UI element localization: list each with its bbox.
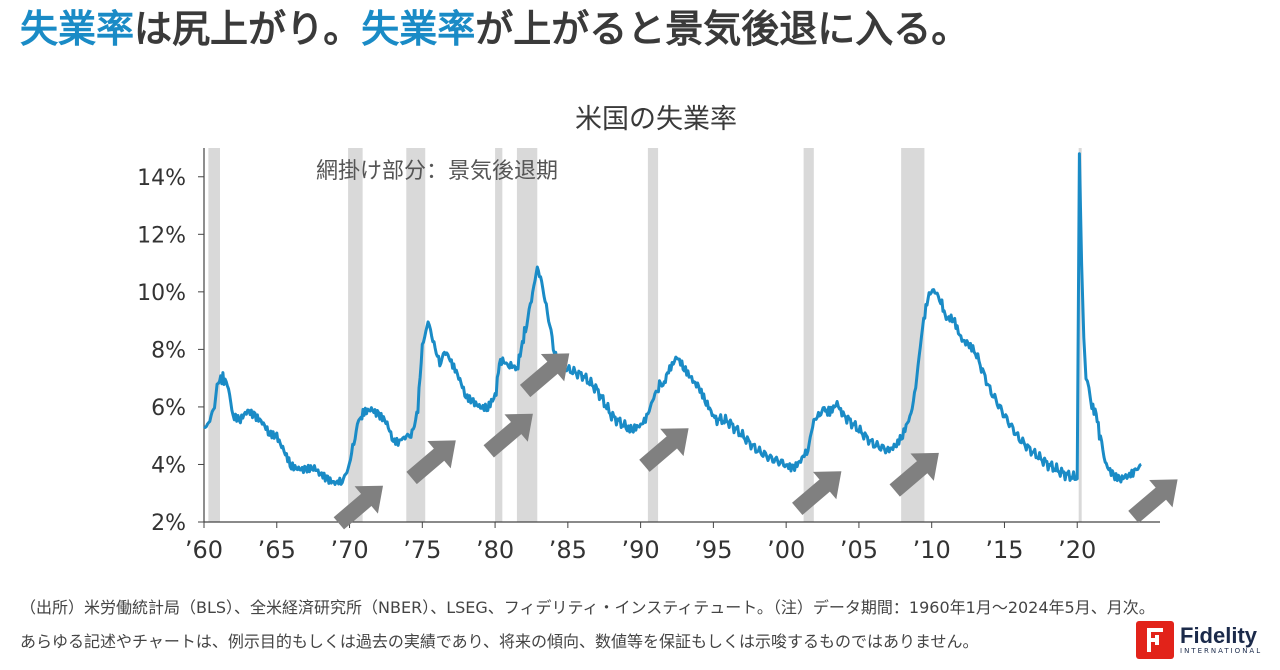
x-tick-label: ’70 (330, 536, 368, 564)
logo-subtitle: INTERNATIONAL (1180, 646, 1263, 655)
trend-arrow-icon (639, 428, 689, 472)
recession-band (348, 148, 363, 522)
source-note: （出所）米労働統計局（BLS）、全米経済研究所（NBER）、LSEG、フィデリテ… (20, 598, 1155, 617)
x-tick-label: ’75 (403, 536, 441, 564)
headline-text-1: は尻上がり。 (134, 7, 362, 51)
recession-annotation: 網掛け部分：景気後退期 (316, 159, 558, 184)
x-tick-label: ’95 (694, 536, 732, 564)
series-layer (203, 152, 1142, 486)
trend-arrow-icon (889, 452, 939, 497)
trend-arrow-icon (333, 485, 383, 530)
arrow-shape (333, 485, 383, 530)
arrow-layer (333, 353, 1178, 530)
trend-arrow-icon (483, 413, 533, 458)
unemployment-chart: 2% 4% 6% 8% 10% 12% 14% ’60 ’65 ’70 ’75 ’80 ’85 ’90 ’9… (137, 104, 1178, 564)
headline-keyword-1: 失業率 (20, 7, 135, 51)
recession-band (516, 148, 538, 522)
y-tick-label: 8% (151, 338, 186, 363)
x-tick-label: ’85 (549, 536, 587, 564)
y-tick-label: 12% (137, 223, 186, 248)
headline-text-2: が上がると景気後退に入る。 (475, 7, 970, 51)
x-tick-label: ’20 (1058, 536, 1096, 564)
arrow-shape (406, 440, 456, 485)
trend-arrow-icon (519, 353, 570, 398)
x-tick-label: ’00 (767, 536, 805, 564)
arrow-shape (639, 428, 689, 472)
trend-arrow-icon (406, 440, 456, 485)
x-tick-label: ’90 (622, 536, 660, 564)
disclaimer-note: あらゆる記述やチャートは、例示目的もしくは過去の実績であり、将来の傾向、数値等を… (20, 632, 979, 651)
recession-band (495, 148, 503, 522)
y-tick-label: 14% (137, 166, 186, 191)
x-tick-label: ’15 (985, 536, 1023, 564)
recession-band (803, 148, 814, 522)
series-line (203, 152, 1142, 486)
fidelity-logo: Fidelity INTERNATIONAL (1136, 620, 1262, 660)
logo-word: Fidelity (1180, 622, 1258, 648)
arrow-shape (792, 471, 842, 515)
chart-axes: 2% 4% 6% 8% 10% 12% 14% ’60 ’65 ’70 ’75 ’80 ’85 ’90 ’9… (137, 148, 1160, 564)
x-tick-label: ’60 (185, 536, 223, 564)
headline-keyword-2: 失業率 (361, 7, 476, 51)
x-tick-label: ’80 (476, 536, 514, 564)
y-tick-label: 2% (151, 511, 186, 536)
x-tick-label: ’10 (913, 536, 951, 564)
recession-band (647, 148, 659, 522)
headline: 失業率は尻上がり。失業率が上がると景気後退に入る。 (20, 2, 969, 56)
chart-title: 米国の失業率 (575, 104, 737, 135)
x-tick-label: ’05 (840, 536, 878, 564)
fidelity-f-icon (1136, 621, 1174, 659)
y-tick-label: 4% (151, 453, 186, 478)
recession-band (1078, 148, 1082, 522)
arrow-shape (1128, 479, 1178, 524)
trend-arrow-icon (792, 471, 842, 515)
recession-band (208, 148, 221, 522)
y-tick-label: 6% (151, 396, 186, 421)
arrow-shape (519, 353, 570, 398)
arrow-shape (483, 413, 533, 458)
recession-band (406, 148, 426, 522)
trend-arrow-icon (1128, 479, 1178, 524)
arrow-shape (889, 452, 939, 497)
x-tick-label: ’65 (258, 536, 296, 564)
y-tick-label: 10% (137, 281, 186, 306)
